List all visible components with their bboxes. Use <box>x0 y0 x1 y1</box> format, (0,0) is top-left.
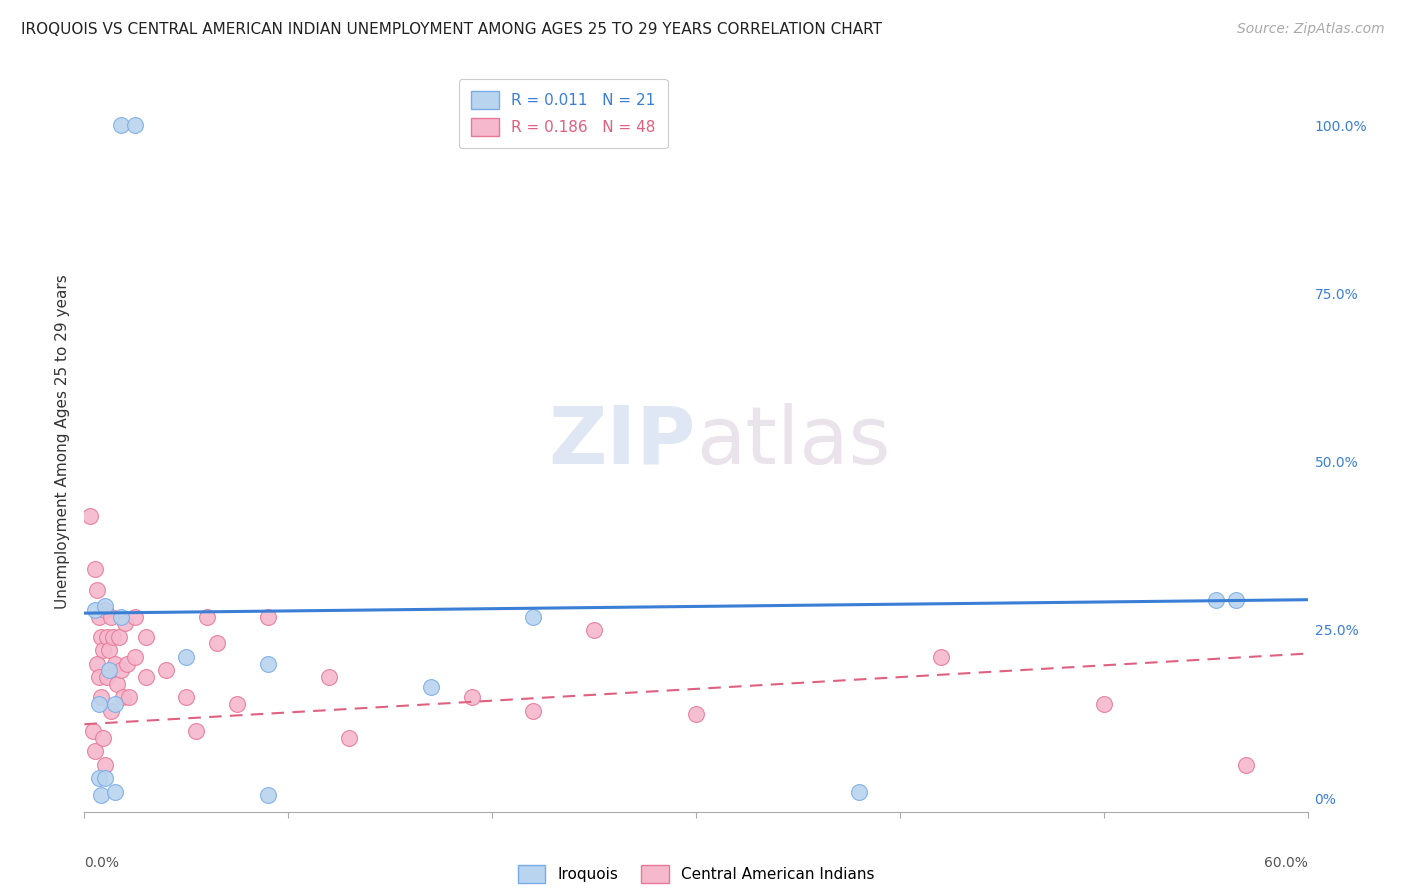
Point <box>83 603 105 617</box>
Point <box>90 788 112 802</box>
Point <box>176 649 198 664</box>
Point <box>1236 757 1258 772</box>
Point <box>114 616 136 631</box>
Point <box>93 599 117 614</box>
Point <box>257 788 280 802</box>
Point <box>87 697 110 711</box>
Text: 0.0%: 0.0% <box>84 856 120 870</box>
Point <box>1205 592 1227 607</box>
Point <box>420 680 443 694</box>
Y-axis label: Unemployment Among Ages 25 to 29 years: Unemployment Among Ages 25 to 29 years <box>55 274 70 609</box>
Point <box>96 670 118 684</box>
Text: IROQUOIS VS CENTRAL AMERICAN INDIAN UNEMPLOYMENT AMONG AGES 25 TO 29 YEARS CORRE: IROQUOIS VS CENTRAL AMERICAN INDIAN UNEM… <box>21 22 882 37</box>
Point <box>461 690 484 705</box>
Point <box>685 707 707 722</box>
Point <box>86 657 108 671</box>
Point <box>87 609 110 624</box>
Point <box>100 609 122 624</box>
Point <box>112 690 135 705</box>
Point <box>93 603 117 617</box>
Text: Source: ZipAtlas.com: Source: ZipAtlas.com <box>1237 22 1385 37</box>
Point <box>848 784 870 798</box>
Point <box>86 582 108 597</box>
Point <box>110 664 132 678</box>
Point <box>104 657 127 671</box>
Text: ZIP: ZIP <box>548 402 696 481</box>
Point <box>226 697 249 711</box>
Text: atlas: atlas <box>696 402 890 481</box>
Point <box>104 697 127 711</box>
Point <box>522 609 544 624</box>
Point <box>97 643 120 657</box>
Point <box>318 670 340 684</box>
Point <box>104 784 127 798</box>
Point <box>96 630 118 644</box>
Point <box>115 657 138 671</box>
Point <box>87 771 110 785</box>
Point <box>124 118 146 132</box>
Point <box>124 609 146 624</box>
Point <box>105 677 128 691</box>
Point <box>82 723 104 738</box>
Point <box>83 562 105 576</box>
Text: 60.0%: 60.0% <box>1264 856 1308 870</box>
Point <box>108 630 131 644</box>
Point <box>110 609 132 624</box>
Point <box>124 649 146 664</box>
Point <box>257 609 280 624</box>
Point <box>176 690 198 705</box>
Point <box>93 757 117 772</box>
Point <box>91 643 114 657</box>
Point <box>155 664 177 678</box>
Point <box>110 118 132 132</box>
Point <box>1092 697 1115 711</box>
Point <box>91 731 114 745</box>
Point <box>118 690 141 705</box>
Point <box>135 630 157 644</box>
Point <box>93 771 117 785</box>
Point <box>90 630 112 644</box>
Point <box>186 723 208 738</box>
Point <box>79 508 101 523</box>
Point <box>583 623 606 637</box>
Point <box>87 670 110 684</box>
Point <box>929 649 952 664</box>
Point <box>1225 592 1247 607</box>
Point <box>522 704 544 718</box>
Point <box>101 630 124 644</box>
Point <box>339 731 361 745</box>
Point <box>90 690 112 705</box>
Point <box>100 704 122 718</box>
Point <box>83 744 105 758</box>
Legend: Iroquois, Central American Indians: Iroquois, Central American Indians <box>512 859 880 889</box>
Point <box>257 657 280 671</box>
Point <box>97 664 120 678</box>
Point <box>135 670 157 684</box>
Point <box>205 636 228 650</box>
Point <box>195 609 218 624</box>
